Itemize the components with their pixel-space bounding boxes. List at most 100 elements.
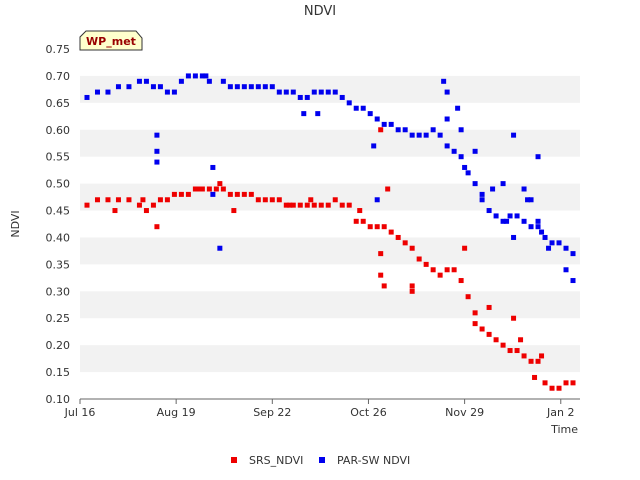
data-point xyxy=(374,116,380,122)
background-band xyxy=(80,291,580,319)
background-band xyxy=(80,345,580,373)
data-point xyxy=(542,380,548,386)
data-point xyxy=(570,278,576,284)
data-point xyxy=(416,132,422,138)
data-point xyxy=(423,132,429,138)
data-point xyxy=(402,240,408,246)
data-point xyxy=(308,197,314,203)
data-point xyxy=(535,224,541,230)
data-point xyxy=(500,218,506,224)
x-axis-label: Time xyxy=(550,423,578,436)
station-badge: WP_met xyxy=(79,30,143,51)
data-point xyxy=(458,278,464,284)
station-badge-label: WP_met xyxy=(86,35,136,48)
data-point xyxy=(441,78,447,84)
data-point xyxy=(297,202,303,208)
y-tick-label: 0.45 xyxy=(46,205,71,218)
data-point xyxy=(444,89,450,95)
data-point xyxy=(500,342,506,348)
data-point xyxy=(353,105,359,111)
data-point xyxy=(430,267,436,273)
data-point xyxy=(507,213,513,219)
data-point xyxy=(416,256,422,262)
y-tick-label: 0.25 xyxy=(46,312,71,325)
data-point xyxy=(535,358,541,364)
y-axis-tick-labels: 0.75 0.70 0.65 0.60 0.55 0.50 0.45 0.40 0.35 0.30… xyxy=(46,43,71,406)
data-point xyxy=(563,245,569,251)
data-point xyxy=(84,94,90,100)
data-point xyxy=(556,385,562,391)
y-tick-label: 0.40 xyxy=(46,231,71,244)
data-point xyxy=(231,208,237,214)
data-point xyxy=(378,251,384,257)
data-point xyxy=(532,374,538,380)
data-point xyxy=(546,245,552,251)
data-point xyxy=(332,197,338,203)
y-tick-label: 0.50 xyxy=(46,178,71,191)
data-point xyxy=(458,154,464,160)
data-point xyxy=(402,127,408,133)
data-point xyxy=(549,240,555,246)
data-point xyxy=(136,202,142,208)
data-point xyxy=(241,191,247,197)
data-point xyxy=(472,310,478,316)
data-point xyxy=(570,251,576,257)
data-point xyxy=(220,186,226,192)
data-point xyxy=(150,202,156,208)
data-point xyxy=(276,197,282,203)
data-point xyxy=(227,191,233,197)
data-point xyxy=(154,132,160,138)
data-point xyxy=(339,202,345,208)
data-point xyxy=(199,73,205,79)
data-point xyxy=(511,315,517,321)
y-tick-label: 0.15 xyxy=(46,366,71,379)
data-point xyxy=(157,84,163,90)
legend-label-parsw: PAR-SW NDVI xyxy=(337,454,410,467)
legend-marker-srs xyxy=(231,457,237,463)
data-point xyxy=(493,337,499,343)
data-point xyxy=(346,100,352,106)
data-point xyxy=(115,197,121,203)
data-point xyxy=(444,267,450,273)
series-par-sw-ndvi xyxy=(84,73,576,284)
data-point xyxy=(378,272,384,278)
data-point xyxy=(437,132,443,138)
data-point xyxy=(227,84,233,90)
data-point xyxy=(171,89,177,95)
data-point xyxy=(178,78,184,84)
data-point xyxy=(311,89,317,95)
data-point xyxy=(360,218,366,224)
y-tick-label: 0.10 xyxy=(46,393,71,406)
data-point xyxy=(171,191,177,197)
data-point xyxy=(444,143,450,149)
legend: SRS_NDVI PAR-SW NDVI xyxy=(231,454,410,467)
data-point xyxy=(315,111,321,117)
y-tick-label: 0.55 xyxy=(46,151,71,164)
data-point xyxy=(521,218,527,224)
data-point xyxy=(203,73,209,79)
data-point xyxy=(185,73,191,79)
data-point xyxy=(304,202,310,208)
series-srs-ndvi xyxy=(84,127,576,391)
data-point xyxy=(381,283,387,289)
data-point xyxy=(395,127,401,133)
data-point xyxy=(462,164,468,170)
data-point xyxy=(381,121,387,127)
data-point xyxy=(276,89,282,95)
y-tick-label: 0.75 xyxy=(46,43,71,56)
data-point xyxy=(486,304,492,310)
data-point xyxy=(528,224,534,230)
data-points xyxy=(84,73,576,391)
data-point xyxy=(472,181,478,187)
data-point xyxy=(234,191,240,197)
data-point xyxy=(563,267,569,273)
y-tick-label: 0.60 xyxy=(46,124,71,137)
data-point xyxy=(528,197,534,203)
data-point xyxy=(507,348,513,354)
data-point xyxy=(185,191,191,197)
data-point xyxy=(521,353,527,359)
data-point xyxy=(381,224,387,230)
data-point xyxy=(462,245,468,251)
data-point xyxy=(479,197,485,203)
